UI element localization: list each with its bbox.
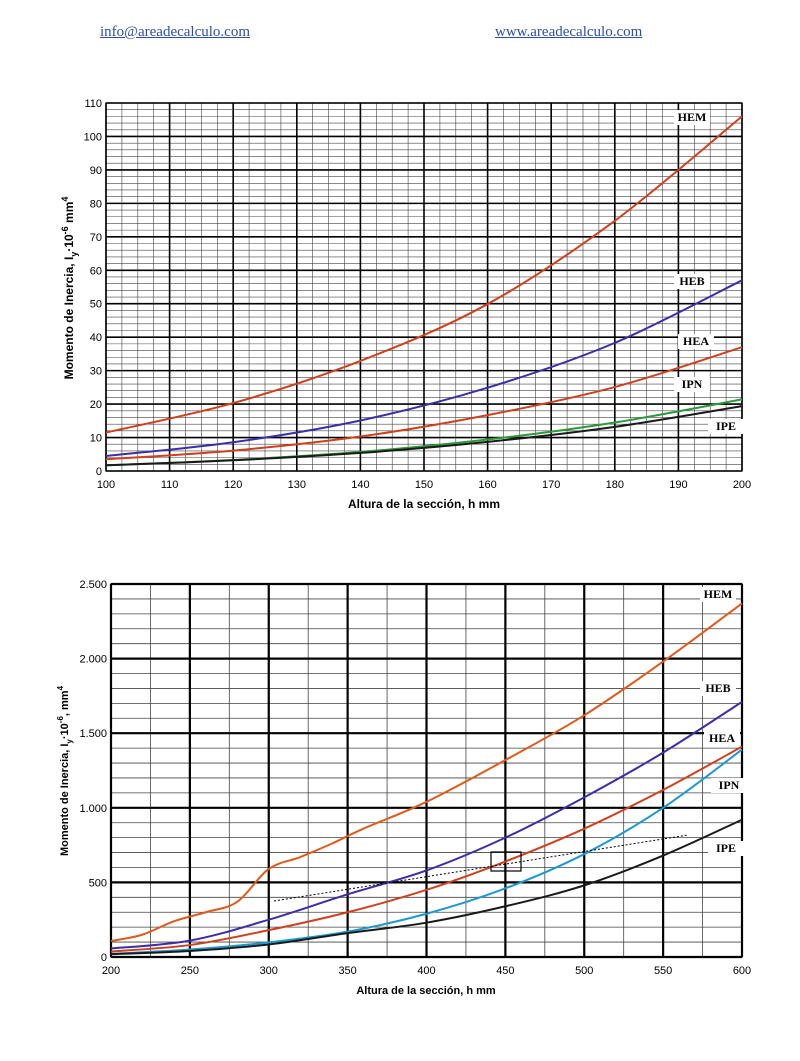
x-tick-label: 130 [288,479,306,491]
y-tick-label: 60 [90,265,102,277]
guide-line [273,834,689,902]
y-tick-label: 70 [90,232,102,244]
series-label-ipn: IPN [682,377,703,391]
chart-1: 100 110 120 130 140 150 160 170 180 190 200 0 10 20 30… [84,98,752,491]
chart1-y-axis-title: Momento de Inercia, Iy·10-6 mm4 [60,197,79,380]
series-label-hem: HEM [704,587,733,601]
email-link[interactable]: info@areadecalculo.com [100,24,250,40]
x-tick-label: 120 [224,479,242,491]
series-label-bg [674,274,710,289]
series-label-hea: HEA [709,731,735,745]
chart-2: 200 250 300 350 400 450 500 550 600 0 500 1.000 1.50… [79,579,751,977]
x-tick-label: 400 [417,965,435,977]
series-label-bg [674,377,710,392]
x-tick-label: 100 [97,479,115,491]
x-tick-label: 140 [351,479,369,491]
website-link[interactable]: www.areadecalculo.com [495,24,643,40]
series-label-ipn: IPN [719,778,740,792]
series-line-ipe [105,405,743,467]
series-line-hea [110,745,743,953]
x-tick-label: 550 [654,965,672,977]
y-tick-label: 10 [90,433,102,445]
chart2-y-axis-title: Momento de Inercia, Iy·10-6, mm4 [56,685,74,856]
series-line-hea [105,346,743,461]
y-tick-label: 1.000 [79,803,107,815]
y-tick-label: 110 [84,98,102,110]
x-tick-label: 250 [181,965,199,977]
x-tick-label: 500 [575,965,593,977]
x-tick-label: 110 [161,479,179,491]
x-tick-label: 300 [260,965,278,977]
series-line-ipe [110,818,743,956]
x-tick-label: 190 [669,479,687,491]
highlight-box [490,851,522,872]
x-tick-label: 160 [478,479,496,491]
series-line-ipn [110,748,743,955]
series-line-heb [105,279,743,457]
series-label-heb: HEB [679,274,704,288]
series-label-ipe: IPE [716,841,736,855]
y-tick-label: 500 [89,877,107,889]
series-label-bg [708,841,744,856]
chart1-x-axis-title: Altura de la sección, h mm [348,497,500,511]
series-label-bg [704,731,740,746]
y-tick-label: 20 [90,399,102,411]
x-tick-label: 450 [496,965,514,977]
y-tick-label: 2.000 [79,654,107,666]
x-tick-label: 150 [415,479,433,491]
y-tick-label: 2.500 [79,579,107,591]
chart2-x-axis-title: Altura de la sección, h mm [356,985,496,997]
series-label-ipe: IPE [716,419,736,433]
series-label-bg [678,334,714,349]
y-tick-label: 100 [84,131,102,143]
series-label-bg [700,587,736,602]
y-tick-label: 40 [90,332,102,344]
x-tick-label: 200 [733,479,751,491]
series-label-heb: HEB [705,681,730,695]
x-tick-label: 170 [542,479,560,491]
x-tick-label: 200 [102,965,120,977]
y-tick-label: 50 [90,299,102,311]
series-label-bg [700,681,736,696]
series-label-bg [674,110,710,125]
x-tick-label: 180 [606,479,624,491]
y-tick-label: 30 [90,366,102,378]
series-label-bg [711,778,747,793]
y-tick-label: 90 [90,165,102,177]
series-label-hea: HEA [683,334,709,348]
series-line-heb [110,701,743,950]
y-tick-label: 0 [96,466,102,478]
series-line-hem [110,602,743,943]
y-tick-label: 80 [90,198,102,210]
series-label-hem: HEM [678,110,707,124]
series-line-hem [105,115,743,434]
x-tick-label: 350 [338,965,356,977]
x-tick-label: 600 [733,965,751,977]
series-label-bg [708,419,744,434]
y-tick-label: 1.500 [79,728,107,740]
y-tick-label: 0 [101,952,107,964]
